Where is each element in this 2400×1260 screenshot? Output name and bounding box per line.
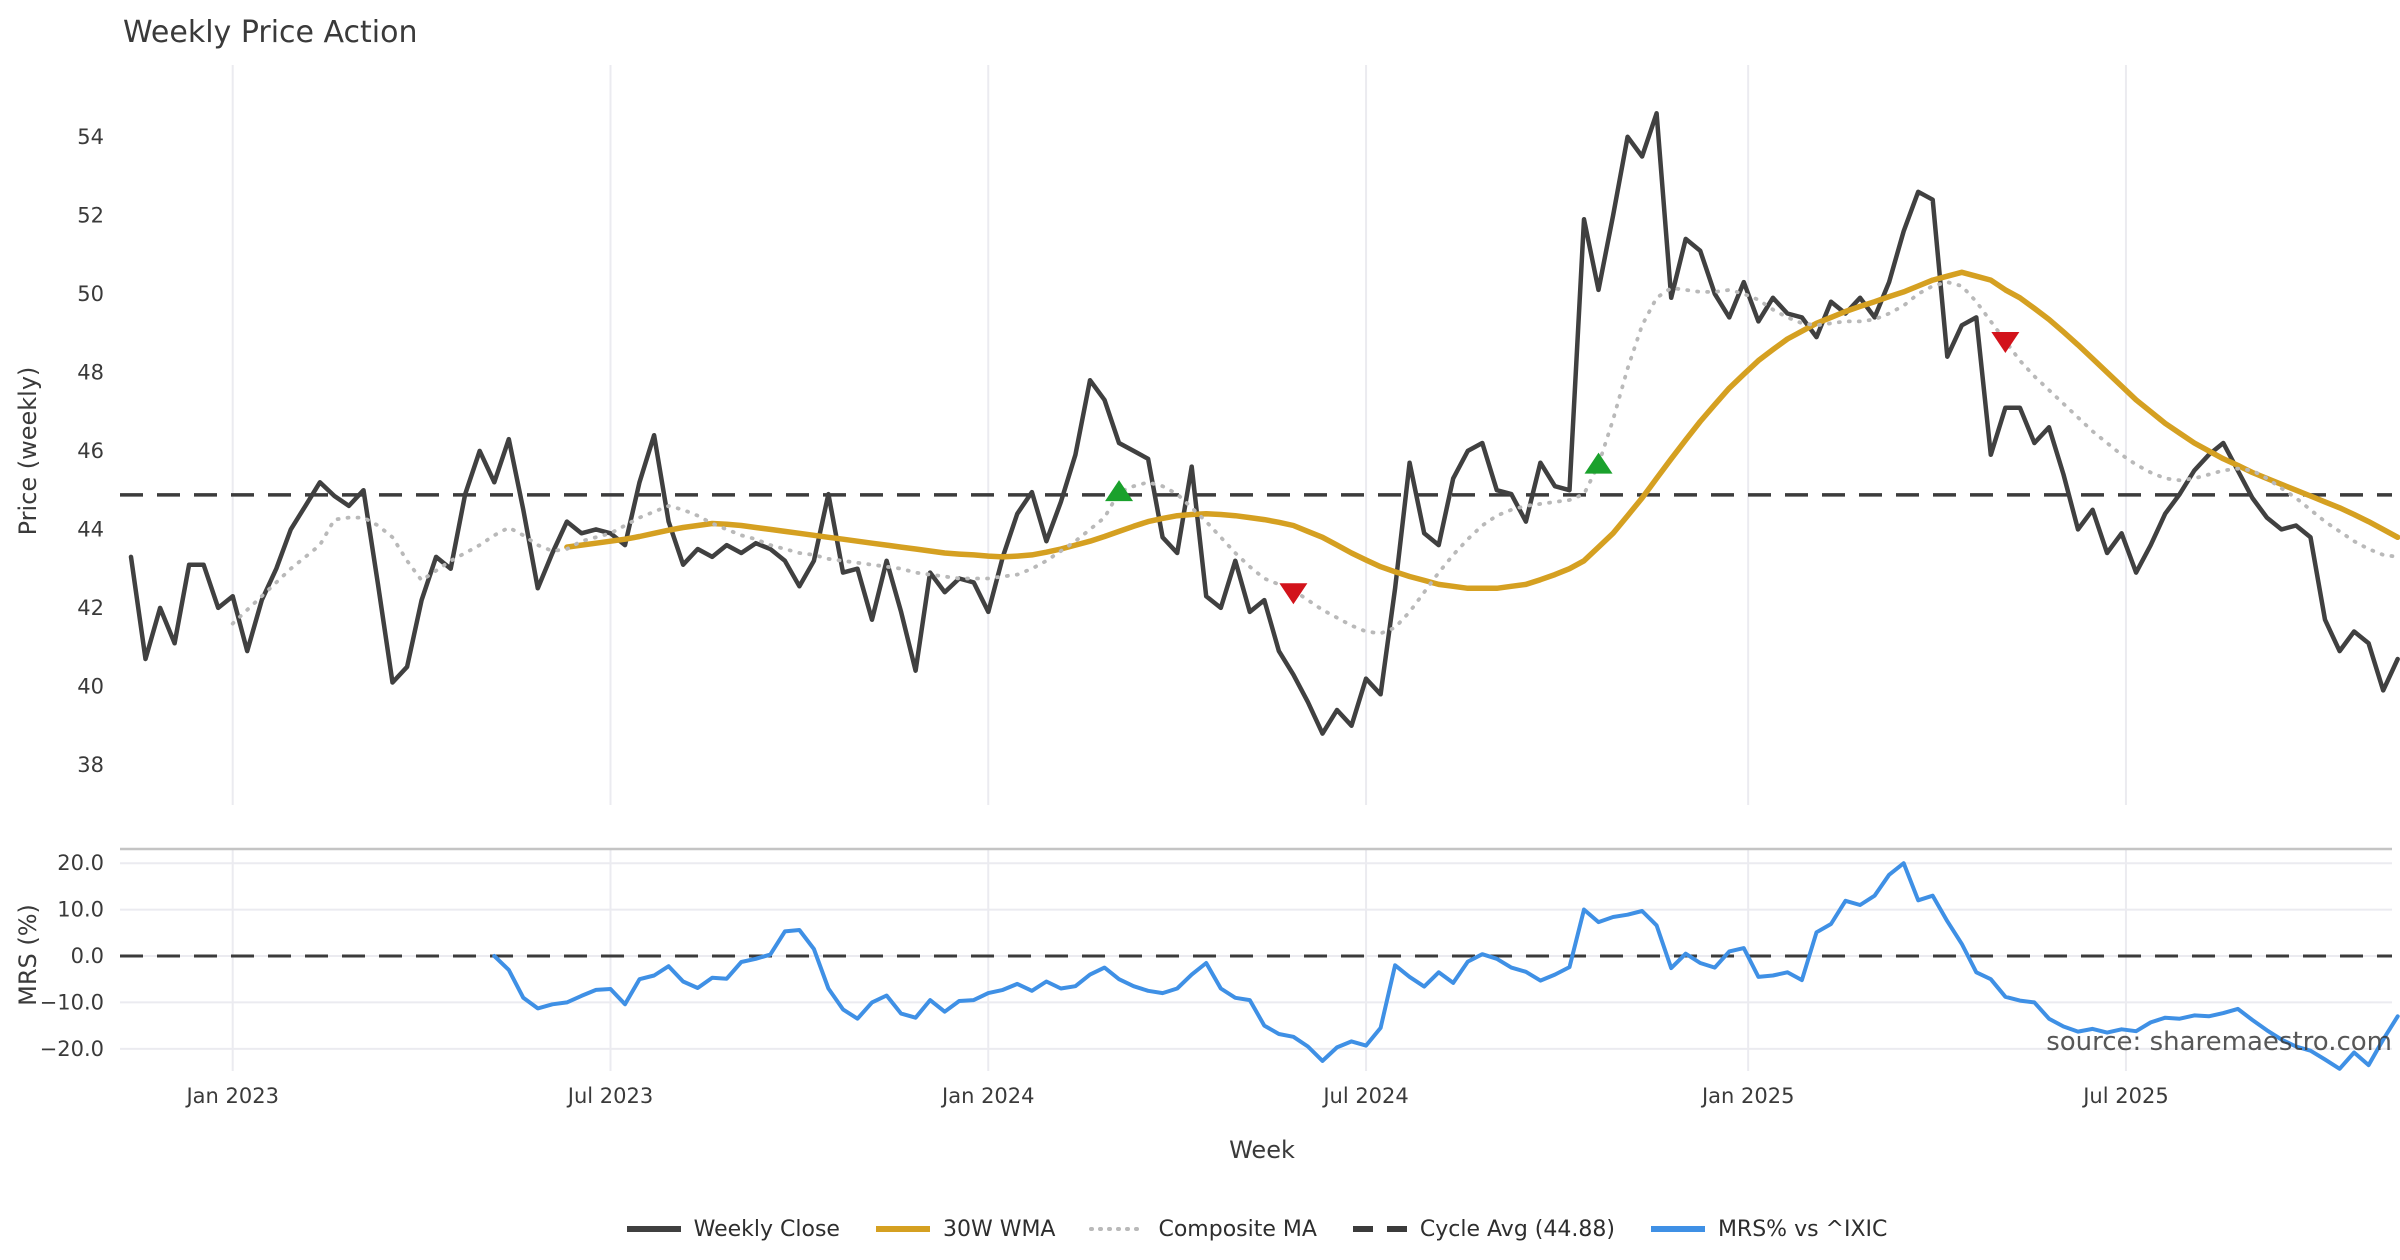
legend-swatch-dotted — [1089, 1227, 1148, 1231]
price-tick-label: 54 — [77, 125, 104, 149]
chart-legend: Weekly Close 30W WMA Composite MA Cycle Avg… — [120, 1203, 2392, 1255]
sell-marker — [1991, 331, 2020, 353]
legend-swatch-solid — [1650, 1226, 1705, 1232]
price-tick-label: 38 — [77, 753, 104, 777]
price-tick-label: 40 — [77, 674, 104, 698]
legend-label: MRS% vs ^IXIC — [1717, 1216, 1888, 1242]
series-weekly-close — [128, 111, 2400, 736]
buy-marker — [1584, 452, 1613, 474]
legend-label: Composite MA — [1158, 1216, 1317, 1242]
watermark: source: sharemaestro.com — [2046, 1027, 2392, 1057]
legend-item: Composite MA — [1089, 1216, 1317, 1242]
legend-item: 30W WMA — [874, 1216, 1056, 1242]
series-30w-wma — [564, 269, 2400, 592]
mrs-axis-label: MRS (%) — [14, 904, 42, 1006]
series-mrs — [492, 861, 2400, 1071]
x-tick-label: Jan 2023 — [184, 1084, 279, 1108]
legend-item: Cycle Avg (44.88) — [1351, 1217, 1615, 1242]
sell-marker — [1279, 583, 1308, 605]
price-tick-label: 44 — [77, 517, 104, 541]
mrs-tick-label: 10.0 — [57, 898, 104, 922]
axis-tick-labels: Jan 2023 Jul 2023 Jan 2024 Jul 2024 Jan 2025… — [40, 125, 2169, 1108]
series-composite-ma — [230, 280, 2400, 636]
legend-item: Weekly Close — [625, 1217, 840, 1242]
price-tick-label: 50 — [77, 282, 104, 306]
legend-label: Cycle Avg (44.88) — [1419, 1216, 1615, 1242]
x-tick-label: Jan 2025 — [1700, 1084, 1795, 1108]
legend-swatch-solid — [626, 1226, 681, 1232]
series-lines — [120, 111, 2400, 1071]
x-tick-label: Jan 2024 — [940, 1084, 1035, 1108]
legend-item: MRS% vs ^IXIC — [1649, 1217, 1887, 1242]
price-axis-label: Price (weekly) — [14, 367, 42, 536]
gridlines — [120, 65, 2392, 1071]
mrs-tick-label: −20.0 — [40, 1037, 104, 1061]
x-axis-label: Week — [1229, 1136, 1295, 1164]
legend-swatch-solid — [875, 1226, 930, 1232]
price-tick-label: 48 — [77, 360, 104, 384]
buy-marker — [1105, 480, 1134, 502]
mrs-tick-label: 0.0 — [71, 944, 104, 968]
price-tick-label: 46 — [77, 439, 104, 463]
x-tick-label: Jul 2024 — [1321, 1084, 1408, 1108]
mrs-tick-label: −10.0 — [40, 990, 104, 1014]
legend-label: 30W WMA — [942, 1216, 1056, 1242]
price-tick-label: 42 — [77, 596, 104, 620]
x-tick-label: Jul 2025 — [2081, 1084, 2168, 1108]
mrs-tick-label: 20.0 — [57, 851, 104, 875]
x-tick-label: Jul 2023 — [566, 1084, 653, 1108]
legend-label: Weekly Close — [693, 1216, 840, 1242]
price-tick-label: 52 — [77, 203, 104, 227]
signal-markers — [1105, 331, 2020, 605]
legend-swatch-dashed — [1352, 1226, 1407, 1232]
chart-title: Weekly Price Action — [123, 15, 418, 50]
